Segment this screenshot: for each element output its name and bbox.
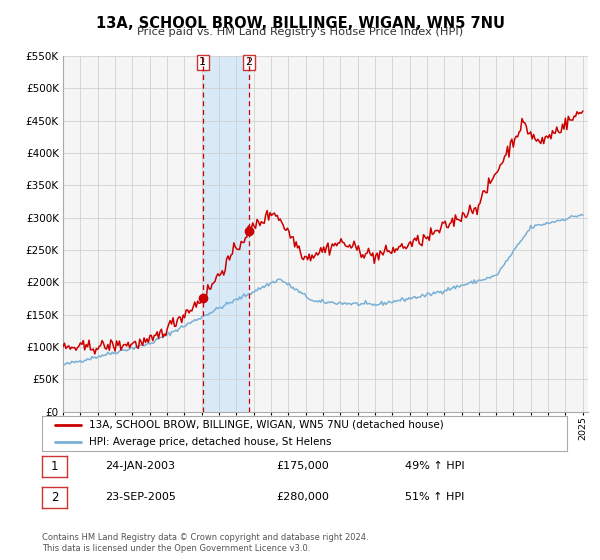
Text: HPI: Average price, detached house, St Helens: HPI: Average price, detached house, St H… [89, 437, 332, 447]
Text: 13A, SCHOOL BROW, BILLINGE, WIGAN, WN5 7NU: 13A, SCHOOL BROW, BILLINGE, WIGAN, WN5 7… [95, 16, 505, 31]
Text: 1: 1 [51, 460, 58, 473]
Text: 1: 1 [199, 58, 206, 67]
Text: 24-JAN-2003: 24-JAN-2003 [105, 461, 175, 472]
Text: 23-SEP-2005: 23-SEP-2005 [105, 492, 176, 502]
Text: Price paid vs. HM Land Registry's House Price Index (HPI): Price paid vs. HM Land Registry's House … [137, 27, 463, 37]
Text: £175,000: £175,000 [276, 461, 329, 472]
Bar [203, 56, 249, 412]
Text: 49% ↑ HPI: 49% ↑ HPI [405, 461, 464, 472]
Text: 2: 2 [245, 58, 253, 67]
Text: 51% ↑ HPI: 51% ↑ HPI [405, 492, 464, 502]
Text: 13A, SCHOOL BROW, BILLINGE, WIGAN, WN5 7NU (detached house): 13A, SCHOOL BROW, BILLINGE, WIGAN, WN5 7… [89, 420, 444, 430]
Text: £280,000: £280,000 [276, 492, 329, 502]
Text: 2: 2 [51, 491, 58, 504]
Text: Contains HM Land Registry data © Crown copyright and database right 2024.
This d: Contains HM Land Registry data © Crown c… [42, 533, 368, 553]
